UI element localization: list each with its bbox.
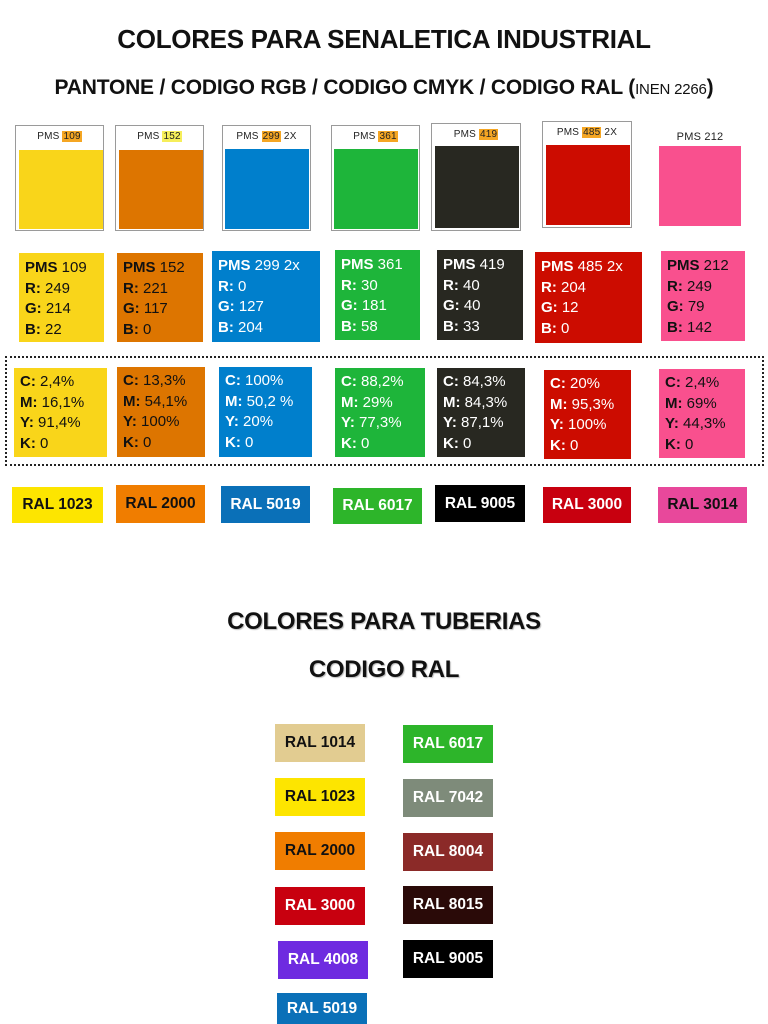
page-subtitle: PANTONE / CODIGO RGB / CODIGO CMYK / COD… xyxy=(0,76,768,100)
subtitle-paren-open: ( xyxy=(628,76,636,99)
pipes-title: COLORES PARA TUBERIAS xyxy=(227,608,541,635)
rgb-box-485: PMS 485 2x R: 204 G: 12 B: 0 xyxy=(535,252,642,343)
pms-card-label: PMS 419 xyxy=(453,129,499,140)
subtitle-paren-close: ) xyxy=(706,76,714,99)
cmyk-frame xyxy=(5,356,764,466)
cmyk-box-299: C: 100% M: 50,2 % Y: 20% K: 0 xyxy=(219,367,312,457)
pipe-ral-1023: RAL 1023 xyxy=(275,778,365,816)
ral-signage-6017: RAL 6017 xyxy=(333,488,422,524)
pms-swatch xyxy=(19,150,103,229)
ral-signage-3014: RAL 3014 xyxy=(658,487,747,523)
ral-signage-5019: RAL 5019 xyxy=(221,486,310,523)
pipe-ral-9005: RAL 9005 xyxy=(403,940,493,978)
pms-card-419: PMS 419 xyxy=(431,123,521,231)
pms-card-label: PMS 212 xyxy=(676,131,724,143)
pipe-ral-8004: RAL 8004 xyxy=(403,833,493,871)
rgb-box-361: PMS 361 R: 30 G: 181 B: 58 xyxy=(335,250,420,340)
pipe-ral-4008: RAL 4008 xyxy=(278,941,368,979)
pms-card-label: PMS 485 2X xyxy=(556,127,618,138)
pipe-ral-3000: RAL 3000 xyxy=(275,887,365,925)
rgb-box-419: PMS 419 R: 40 G: 40 B: 33 xyxy=(437,250,523,340)
pms-card-152: PMS 152 xyxy=(115,125,204,231)
pipe-ral-7042: RAL 7042 xyxy=(403,779,493,817)
pms-card-label: PMS 109 xyxy=(37,131,82,142)
ral-signage-3000: RAL 3000 xyxy=(543,487,631,523)
ral-signage-1023: RAL 1023 xyxy=(12,487,103,523)
pipe-ral-2000: RAL 2000 xyxy=(275,832,365,870)
pms-card-361: PMS 361 xyxy=(331,125,420,231)
pipes-subtitle: CODIGO RAL xyxy=(308,656,460,683)
rgb-box-212: PMS 212 R: 249 G: 79 B: 142 xyxy=(661,251,745,341)
pms-card-212: PMS 212 xyxy=(655,125,745,229)
pms-swatch xyxy=(119,150,203,229)
pipe-ral-1014: RAL 1014 xyxy=(275,724,365,762)
cmyk-box-361: C: 88,2% M: 29% Y: 77,3% K: 0 xyxy=(335,368,425,457)
pms-card-label: PMS 299 2X xyxy=(236,131,297,142)
pms-swatch xyxy=(334,149,418,229)
cmyk-box-109: C: 2,4% M: 16,1% Y: 91,4% K: 0 xyxy=(14,368,107,457)
subtitle-norm: INEN 2266 xyxy=(635,81,707,98)
pms-swatch xyxy=(435,146,519,228)
pipe-ral-6017: RAL 6017 xyxy=(403,725,493,763)
ral-signage-9005: RAL 9005 xyxy=(435,485,525,522)
pms-swatch xyxy=(659,146,741,226)
cmyk-box-419: C: 84,3% M: 84,3% Y: 87,1% K: 0 xyxy=(437,368,525,457)
pms-swatch xyxy=(225,149,309,229)
subtitle-main: PANTONE / CODIGO RGB / CODIGO CMYK / COD… xyxy=(54,76,623,99)
rgb-box-109: PMS 109 R: 249 G: 214 B: 22 xyxy=(19,253,104,342)
ral-signage-2000: RAL 2000 xyxy=(116,485,205,523)
pipe-ral-8015: RAL 8015 xyxy=(403,886,493,924)
pms-card-299: PMS 299 2X xyxy=(222,125,311,231)
page-title: COLORES PARA SENALETICA INDUSTRIAL xyxy=(117,24,651,54)
pms-card-485: PMS 485 2X xyxy=(542,121,632,228)
pms-card-109: PMS 109 xyxy=(15,125,104,231)
pms-card-label: PMS 361 xyxy=(353,131,398,142)
cmyk-box-212: C: 2,4% M: 69% Y: 44,3% K: 0 xyxy=(659,369,745,458)
cmyk-box-485: C: 20% M: 95,3% Y: 100% K: 0 xyxy=(544,370,631,459)
pipe-ral-5019: RAL 5019 xyxy=(277,993,367,1024)
rgb-box-152: PMS 152 R: 221 G: 117 B: 0 xyxy=(117,253,203,342)
pms-card-label: PMS 152 xyxy=(137,131,182,142)
pms-swatch xyxy=(546,145,630,225)
cmyk-box-152: C: 13,3% M: 54,1% Y: 100% K: 0 xyxy=(117,367,205,457)
rgb-box-299: PMS 299 2x R: 0 G: 127 B: 204 xyxy=(212,251,320,342)
